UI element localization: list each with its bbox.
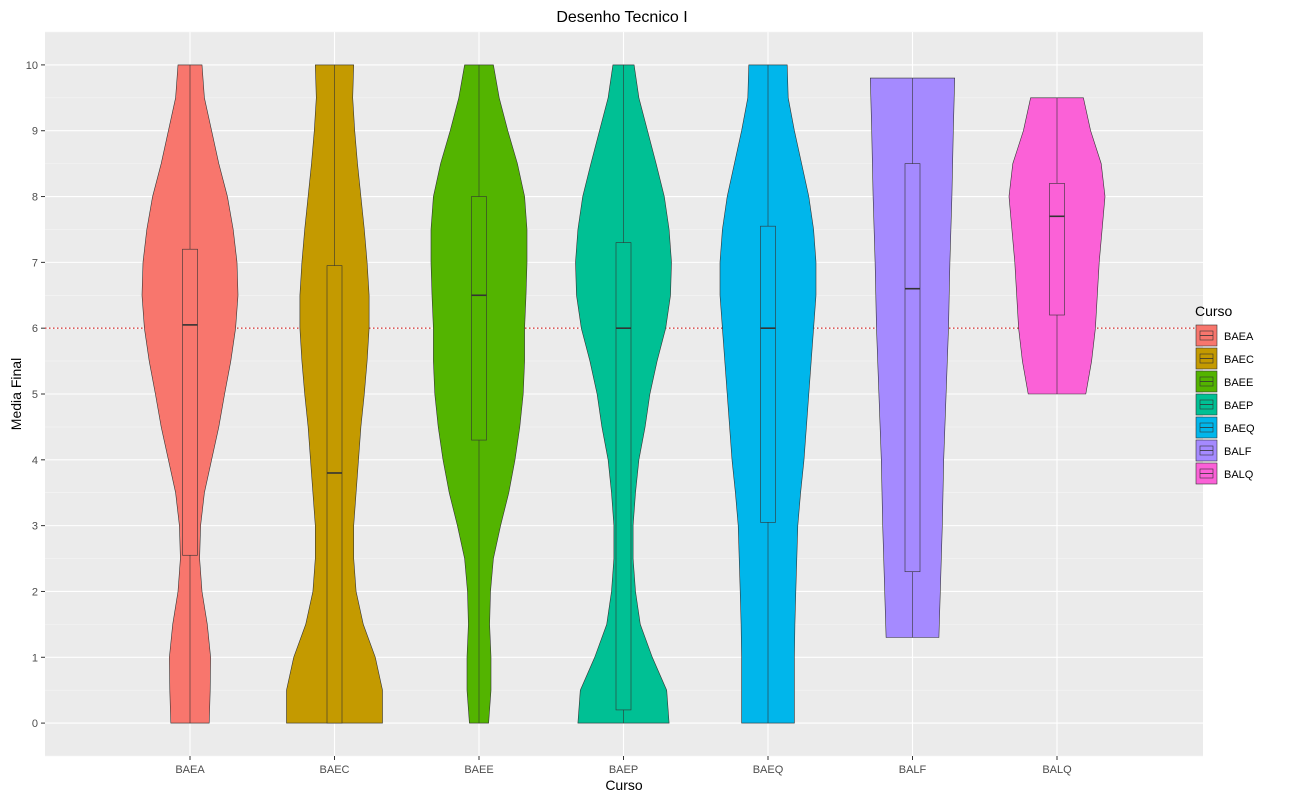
legend-item-baee: BAEE [1195,370,1253,393]
y-tick-label: 8 [32,192,38,204]
legend-label: BAEQ [1224,423,1255,435]
legend-item-balq: BALQ [1195,462,1254,485]
box-balf [904,163,921,573]
box-baec [326,265,343,724]
y-axis: 0 1 2 3 4 5 6 7 8 9 10 [26,60,45,730]
x-axis-title: Curso [605,777,643,793]
legend-label: BAEC [1224,354,1254,366]
y-tick-label: 3 [32,521,38,533]
x-tick-label: BALQ [1042,764,1072,776]
x-tick-label: BALF [899,764,927,776]
legend: Curso BAEA BAEC BAEE BAEP BAEQ BALF BALQ [1195,303,1255,485]
legend-item-baea: BAEA [1195,324,1254,347]
y-tick-label: 4 [32,455,38,467]
x-tick-label: BAEQ [753,764,784,776]
y-tick-label: 6 [32,323,38,335]
y-tick-label: 10 [26,60,38,72]
legend-label: BAEA [1224,331,1254,343]
box-baep [615,242,632,711]
box-balq [1049,183,1065,316]
legend-title: Curso [1195,303,1233,319]
y-axis-title: Media Final [8,358,24,430]
x-tick-label: BAEC [320,764,350,776]
x-tick-label: BAEP [609,764,638,776]
legend-label: BAEE [1224,377,1253,389]
y-tick-label: 9 [32,126,38,138]
box-baea [182,248,198,556]
box-baeq [760,225,776,523]
violin-layer [141,64,1106,724]
y-tick-label: 5 [32,389,38,401]
x-axis: BAEA BAEC BAEE BAEP BAEQ BALF BALQ [175,756,1072,776]
legend-items: BAEA BAEC BAEE BAEP BAEQ BALF BALQ [1195,324,1255,485]
legend-item-balf: BALF [1195,439,1252,462]
x-tick-label: BAEA [175,764,205,776]
chart-title: Desenho Tecnico I [556,9,687,26]
y-tick-label: 2 [32,586,38,598]
legend-label: BAEP [1224,400,1253,412]
y-tick-label: 1 [32,652,38,664]
y-tick-label: 7 [32,257,38,269]
legend-label: BALQ [1224,469,1254,481]
y-tick-label: 0 [32,718,38,730]
legend-label: BALF [1224,446,1252,458]
legend-item-baeq: BAEQ [1195,416,1255,439]
box-baee [471,196,487,441]
legend-item-baec: BAEC [1195,347,1254,370]
legend-item-baep: BAEP [1195,393,1253,416]
x-tick-label: BAEE [464,764,493,776]
